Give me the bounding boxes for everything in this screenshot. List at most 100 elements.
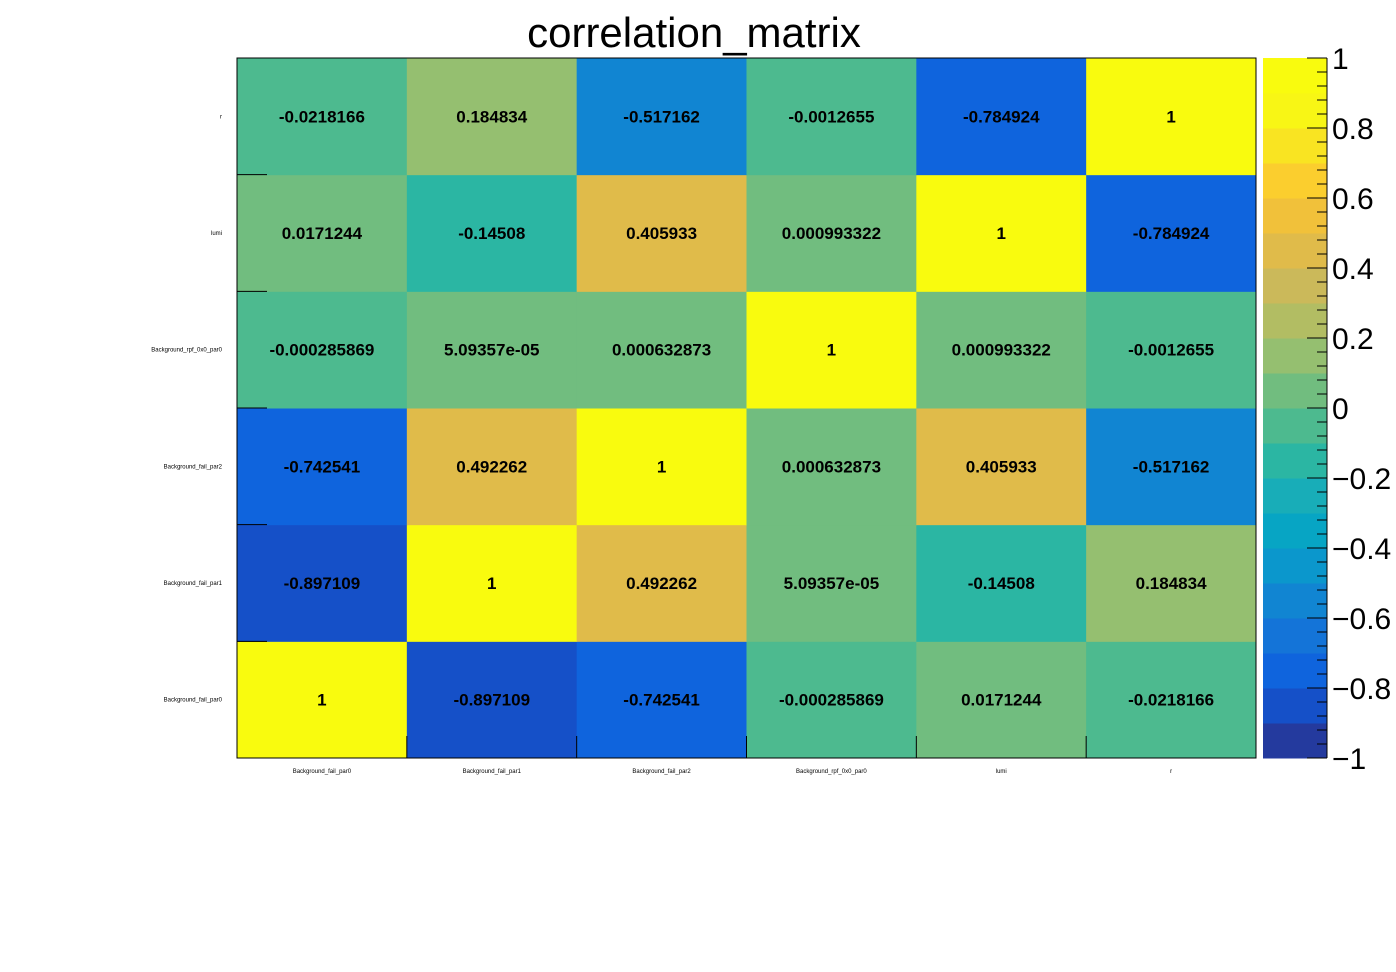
heatmap-cell	[746, 58, 917, 176]
colorbar-segment	[1263, 233, 1327, 269]
cell-value-label: -0.0218166	[279, 107, 365, 126]
heatmap-cell	[916, 174, 1087, 292]
heatmap-cell	[406, 174, 578, 292]
colorbar-tick-label: 0.6	[1332, 183, 1374, 216]
x-tick-label: Background_rpf_0x0_par0	[796, 769, 867, 775]
colorbar-segment	[1263, 688, 1327, 724]
heatmap-cell	[1086, 408, 1257, 526]
heatmap-cell	[916, 408, 1087, 526]
cell-value-label: 0.184834	[456, 107, 527, 126]
y-tick-label: Background_fail_par1	[164, 581, 223, 587]
colorbar-segment	[1263, 653, 1327, 689]
heatmap-cell	[1086, 641, 1257, 759]
y-tick-label: lumi	[211, 231, 222, 237]
cell-value-label: 1	[487, 574, 496, 593]
heatmap-cell	[237, 524, 408, 642]
heatmap-cell	[406, 291, 578, 409]
heatmap-cell	[746, 291, 917, 409]
heatmap-cell	[916, 524, 1087, 642]
heatmap-cell	[916, 641, 1087, 759]
colorbar-segment	[1263, 513, 1327, 549]
y-tick-label: Background_fail_par0	[164, 698, 223, 704]
cell-value-label: 1	[657, 457, 666, 476]
cell-value-label: 0.184834	[1136, 574, 1207, 593]
colorbar-tick-label: −0.4	[1332, 533, 1391, 566]
cell-value-label: 0.0171244	[282, 224, 363, 243]
cell-value-label: -0.517162	[623, 107, 700, 126]
heatmap-cell	[746, 641, 917, 759]
colorbar-segment	[1263, 198, 1327, 234]
colorbar-tick-label: 0.8	[1332, 113, 1374, 146]
colorbar-tick-label: −0.2	[1332, 463, 1391, 496]
colorbar-tick-label: 0	[1332, 393, 1349, 426]
colorbar-segment	[1263, 338, 1327, 374]
colorbar-segment	[1263, 618, 1327, 654]
heatmap-cell	[576, 58, 747, 176]
heatmap-cell	[916, 58, 1087, 176]
heatmap-cell	[746, 408, 917, 526]
y-tick-label: r	[220, 114, 222, 120]
heatmap-cell	[1086, 291, 1257, 409]
x-tick-label: lumi	[996, 769, 1007, 775]
x-tick-label: Background_fail_par1	[463, 769, 522, 775]
heatmap-cell	[576, 641, 747, 759]
heatmap-cell	[1086, 174, 1257, 292]
heatmap-cell	[237, 174, 408, 292]
heatmap-cell	[1086, 58, 1257, 176]
heatmap-cell	[916, 291, 1087, 409]
heatmap-cell	[576, 174, 747, 292]
cell-value-label: 0.0171244	[961, 691, 1042, 710]
cell-value-label: 1	[997, 224, 1006, 243]
colorbar-segment	[1263, 408, 1327, 444]
cell-value-label: 0.000993322	[782, 224, 881, 243]
cell-value-label: -0.897109	[453, 691, 530, 710]
colorbar-segment	[1263, 548, 1327, 584]
cell-value-label: 0.000632873	[782, 457, 881, 476]
x-tick-label: r	[1170, 769, 1172, 775]
cell-value-label: 0.000993322	[952, 341, 1051, 360]
cell-value-label: -0.784924	[1133, 224, 1210, 243]
x-tick-label: Background_fail_par2	[632, 769, 691, 775]
colorbar-segment	[1263, 303, 1327, 339]
y-tick-label: Background_rpf_0x0_par0	[151, 348, 222, 354]
cell-value-label: -0.517162	[1133, 457, 1210, 476]
colorbar-segment	[1263, 128, 1327, 164]
cell-value-label: 5.09357e-05	[444, 341, 539, 360]
cell-value-label: -0.742541	[623, 691, 700, 710]
cell-value-label: -0.742541	[284, 457, 361, 476]
heatmap-cell	[746, 174, 917, 292]
colorbar-tick-label: 0.4	[1332, 253, 1374, 286]
cell-value-label: -0.000285869	[269, 341, 374, 360]
cell-value-label: 0.405933	[626, 224, 697, 243]
chart-title: correlation_matrix	[527, 9, 861, 56]
heatmap-cell	[237, 58, 408, 176]
colorbar-tick-label: −0.6	[1332, 603, 1391, 636]
cell-value-label: 0.492262	[626, 574, 697, 593]
colorbar-segment	[1263, 583, 1327, 619]
colorbar-segment	[1263, 443, 1327, 479]
cell-value-label: -0.0012655	[1128, 341, 1214, 360]
x-tick-label: Background_fail_par0	[293, 769, 352, 775]
colorbar-tick-label: −0.8	[1332, 673, 1391, 706]
cell-value-label: 0.000632873	[612, 341, 711, 360]
y-tick-label: Background_fail_par2	[164, 464, 223, 470]
heatmap-cell	[237, 641, 408, 759]
cell-value-label: 1	[317, 691, 326, 710]
heatmap-cell	[237, 291, 408, 409]
cell-value-label: 5.09357e-05	[784, 574, 879, 593]
heatmap-cell	[746, 524, 917, 642]
colorbar-segment	[1263, 723, 1327, 759]
heatmap-cell	[1086, 524, 1257, 642]
colorbar-segment	[1263, 478, 1327, 514]
heatmap-cell	[406, 524, 578, 642]
heatmap-cell	[576, 291, 747, 409]
heatmap-cell	[237, 408, 408, 526]
cell-value-label: -0.14508	[458, 224, 525, 243]
heatmap-cell	[576, 524, 747, 642]
colorbar-tick-label: 1	[1332, 43, 1349, 76]
colorbar-segment	[1263, 163, 1327, 199]
cell-value-label: -0.0012655	[788, 107, 874, 126]
cell-value-label: -0.897109	[284, 574, 361, 593]
cell-value-label: 1	[1166, 107, 1175, 126]
